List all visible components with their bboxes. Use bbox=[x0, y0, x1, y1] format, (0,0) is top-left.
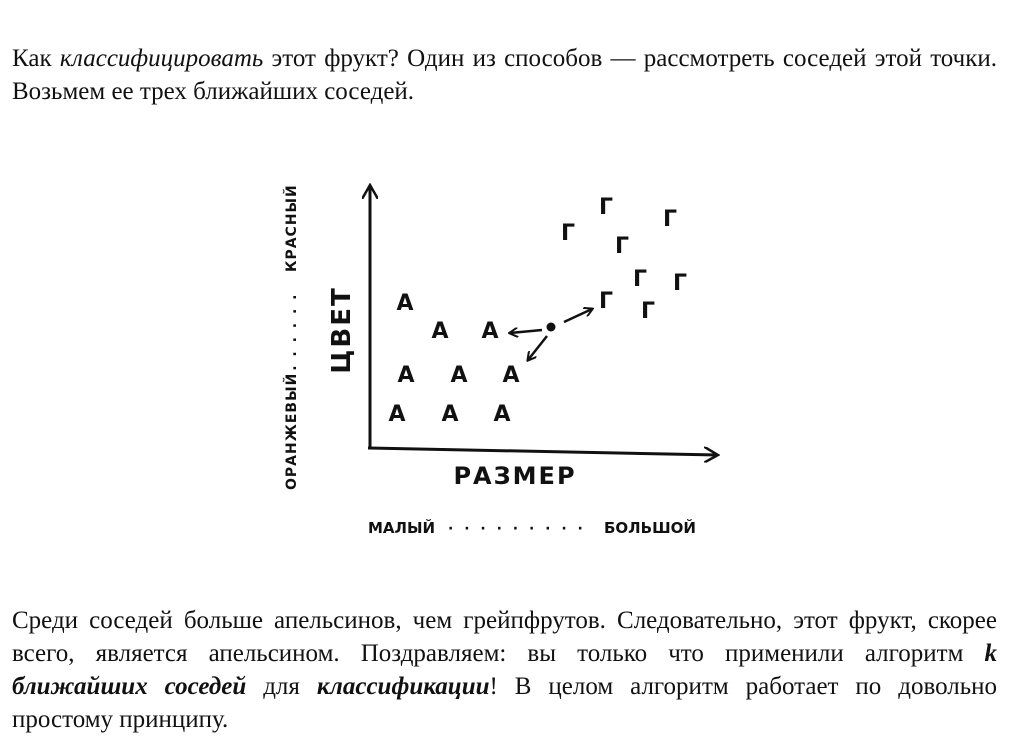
x-scale-legend: МАЛЫЙ · · · · · · · · · БОЛЬШОЙ bbox=[368, 518, 696, 537]
intro-text-2: этот фрукт? Один из способов — рассмотре… bbox=[12, 45, 997, 105]
orange-point-2: А bbox=[431, 319, 448, 344]
x-scale-low-label: МАЛЫЙ bbox=[368, 518, 435, 537]
grapefruit-point-8: Г bbox=[641, 299, 655, 324]
grapefruit-point-6: Г bbox=[673, 271, 687, 296]
intro-text-1: Как bbox=[12, 45, 60, 72]
y-axis-title: ЦВЕТ bbox=[327, 286, 357, 373]
grapefruit-point-4: Г bbox=[615, 234, 629, 259]
grapefruit-points: ГГ ГГГ ГГ Г bbox=[561, 195, 687, 324]
grapefruit-point-7: Г bbox=[599, 289, 613, 314]
y-scale-dots: . . . . . . . bbox=[284, 293, 300, 385]
x-scale-high-label: БОЛЬШОЙ bbox=[604, 518, 696, 537]
conclusion-text-3: ! В целом алгоритм работает по довольно … bbox=[12, 673, 998, 733]
intro-italic-term: классифицировать bbox=[59, 45, 264, 72]
y-scale-low-label: ОРАНЖЕВЫЙ bbox=[283, 373, 300, 490]
conclusion-paragraph: Среди соседей больше апельсинов, чем гре… bbox=[12, 604, 997, 736]
x-axis-title: РАЗМЕР bbox=[453, 462, 576, 490]
orange-points: АА АА А АА А А bbox=[388, 291, 519, 427]
conclusion-knn-term: k ближайших соседей bbox=[12, 640, 997, 700]
orange-point-6: А bbox=[502, 363, 519, 388]
orange-point-7: А bbox=[388, 402, 405, 427]
conclusion-text-2: для bbox=[246, 673, 317, 700]
neighbor-arrow-orange-left bbox=[510, 330, 543, 333]
conclusion-classification-term: классификации bbox=[316, 673, 490, 700]
y-scale-legend: ОРАНЖЕВЫЙ . . . . . . . КРАСНЫЙ bbox=[283, 184, 300, 490]
orange-point-8: А bbox=[441, 402, 458, 427]
grapefruit-point-3: Г bbox=[663, 207, 677, 232]
orange-point-9: А bbox=[493, 402, 510, 427]
y-scale-high-label: КРАСНЫЙ bbox=[283, 184, 300, 272]
query-point bbox=[546, 322, 556, 332]
intro-paragraph: Как классифицировать этот фрукт? Один из… bbox=[12, 42, 997, 108]
x-scale-dots: · · · · · · · · · bbox=[448, 521, 586, 537]
orange-point-3: А bbox=[481, 319, 498, 344]
grapefruit-point-1: Г bbox=[561, 221, 575, 246]
grapefruit-point-5: Г bbox=[633, 267, 647, 292]
orange-point-5: А bbox=[450, 363, 467, 388]
neighbor-arrow-grapefruit bbox=[563, 309, 592, 324]
x-axis bbox=[367, 446, 718, 455]
orange-point-4: А bbox=[397, 363, 414, 388]
grapefruit-point-2: Г bbox=[599, 195, 613, 220]
conclusion-text-1: Среди соседей больше апельсинов, чем гре… bbox=[12, 607, 997, 667]
orange-point-1: А bbox=[396, 291, 413, 316]
neighbor-arrow-orange-down bbox=[528, 335, 548, 360]
